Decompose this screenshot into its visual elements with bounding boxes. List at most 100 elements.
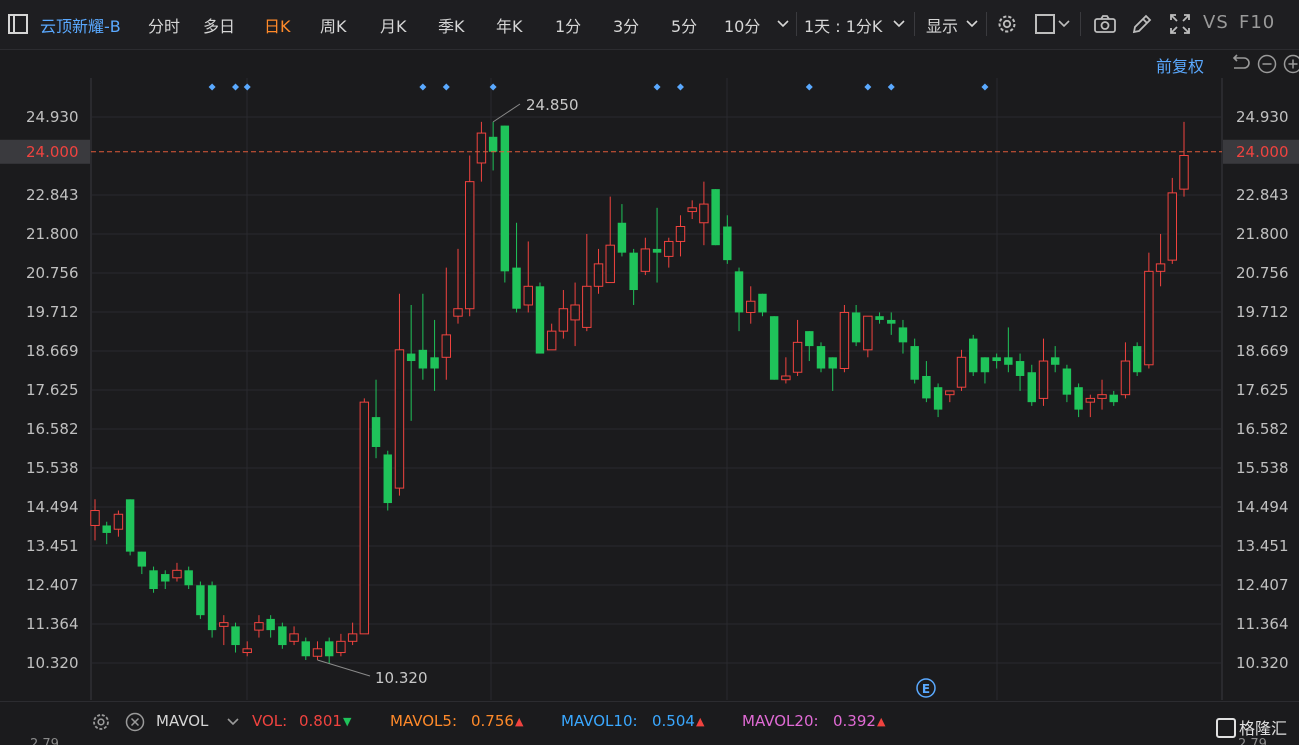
candle-body-down [301,641,310,657]
y-tick-label-right: 15.538 [1236,459,1289,477]
volume-axis-label-right: 2.79 [1238,737,1267,745]
candle-body-up [839,311,850,370]
candle-body-down [805,331,814,347]
tab-period-0[interactable]: 分时 [148,17,181,36]
zoom-out-icon[interactable] [1256,53,1278,75]
chevron-down-icon[interactable] [1057,14,1071,34]
y-tick-label-right: 18.669 [1236,342,1289,360]
tab-period-9[interactable]: 5分 [671,17,698,36]
candle-body-up [523,285,533,306]
chevron-down-icon[interactable] [776,14,790,34]
low-marker-label: 10.320 [375,669,428,687]
pencil-icon[interactable] [1130,12,1154,36]
candle-body-down [231,626,240,646]
volume-indicator-bar: MAVOL VOL: 0.801 ▼ MAVOL5: 0.756 ▲ MAVOL… [0,701,1299,745]
candle-body-down [149,570,158,590]
event-marker-diamond [208,83,216,91]
camera-icon[interactable] [1093,12,1117,36]
price-adjust-dropdown[interactable]: 前复权 [1156,57,1205,76]
candle-body-down [1109,394,1118,403]
tab-period-6[interactable]: 年K [496,17,523,36]
candle-body-up [1097,394,1107,399]
range-dropdown-label: 1天 : 1分K [804,17,883,36]
candle-body-down [1027,372,1036,403]
mavol20-label: MAVOL20: [742,712,819,730]
tab-period-2[interactable]: 日K [264,17,291,36]
event-marker-diamond [419,83,427,91]
sidebar-toggle-icon[interactable] [6,12,30,36]
indicator-name[interactable]: MAVOL [156,712,209,730]
mavol10-label: MAVOL10: [561,712,638,730]
y-tick-label-right: 21.800 [1236,225,1289,243]
event-marker-diamond [653,83,661,91]
up-triangle-icon: ▲ [696,715,705,728]
y-tick-label-right: 19.712 [1236,303,1289,321]
candle-body-down [851,312,861,343]
minute-dropdown-label: 10分 [724,17,761,36]
minute-dropdown[interactable]: 10分 [724,13,760,37]
candle-body-up [640,248,651,272]
candle-body-down [875,316,884,320]
current-price-label-right: 24.000 [1236,143,1289,161]
event-badge-label: E [922,682,930,696]
event-badge-icon [916,678,936,698]
chart-overlay: 24.000 24.000 24.850 10.320 E [0,96,1299,698]
square-icon[interactable] [1033,12,1057,36]
high-marker-label: 24.850 [526,96,579,114]
tab-period-8[interactable]: 3分 [613,17,640,36]
candle-body-up [582,285,592,328]
zoom-in-icon[interactable] [1282,53,1299,75]
chart-toolbar: 云顶新耀-B 分时 多日 日K 周K 月K 季K 年K 1分 3分 5分 10分… [0,0,1299,50]
candle-body-up [359,401,370,635]
candle-body-down [992,357,1001,362]
chevron-down-icon[interactable] [892,14,906,34]
gear-icon[interactable] [995,12,1019,36]
y-tick-label-right: 11.364 [1236,615,1289,633]
event-marker-diamond [243,83,251,91]
candle-body-up [781,375,791,381]
candle-body-up [593,263,604,287]
candle-body-up [336,640,346,654]
stock-name[interactable]: 云顶新耀-B [40,17,121,36]
chevron-down-icon[interactable] [226,713,240,733]
candle-body-down [161,574,170,582]
candle-body-up [441,334,452,358]
candle-body-down [1015,361,1025,376]
tab-period-5[interactable]: 季K [438,17,465,36]
vs-button[interactable]: VS [1203,12,1229,33]
undo-icon[interactable] [1228,53,1250,75]
candlestick-chart[interactable]: 24.930 24.930 22.843 22.843 21.800 21.800 20.7… [0,78,1299,700]
candle-body-up [219,622,229,627]
tab-period-7[interactable]: 1分 [555,17,582,36]
chevron-down-icon[interactable] [965,14,979,34]
candle-body-up [792,341,803,373]
candle-body-up [558,308,569,332]
y-tick-label-left: 10.320 [26,654,79,672]
tab-period-1[interactable]: 多日 [203,17,236,36]
candle-body-down [652,248,662,253]
y-tick-label-right: 12.407 [1236,576,1289,594]
y-tick-label-left: 13.451 [26,537,79,555]
tab-period-3[interactable]: 周K [320,17,347,36]
display-dropdown[interactable]: 显示 [926,13,958,37]
low-marker-leader [317,659,371,677]
range-dropdown[interactable]: 1天 : 1分K [804,13,882,37]
candle-body-down [125,499,135,552]
candle-body-down [1074,387,1083,410]
fullscreen-icon[interactable] [1168,12,1192,36]
close-icon[interactable] [124,711,146,733]
f10-button[interactable]: F10 [1239,12,1276,33]
candle-body-down [910,346,919,380]
event-markers [208,83,989,91]
candle-body-up [687,207,697,213]
divider [796,12,797,36]
y-tick-label-right: 22.843 [1236,186,1289,204]
candle-body-up [675,225,686,242]
candle-body-up [90,510,100,526]
candle-body-down [1050,357,1060,365]
gear-icon[interactable] [90,711,112,733]
tab-period-4[interactable]: 月K [380,17,407,36]
divider [914,12,915,36]
candle-body-up [546,330,557,351]
candle-body-down [1062,368,1072,395]
